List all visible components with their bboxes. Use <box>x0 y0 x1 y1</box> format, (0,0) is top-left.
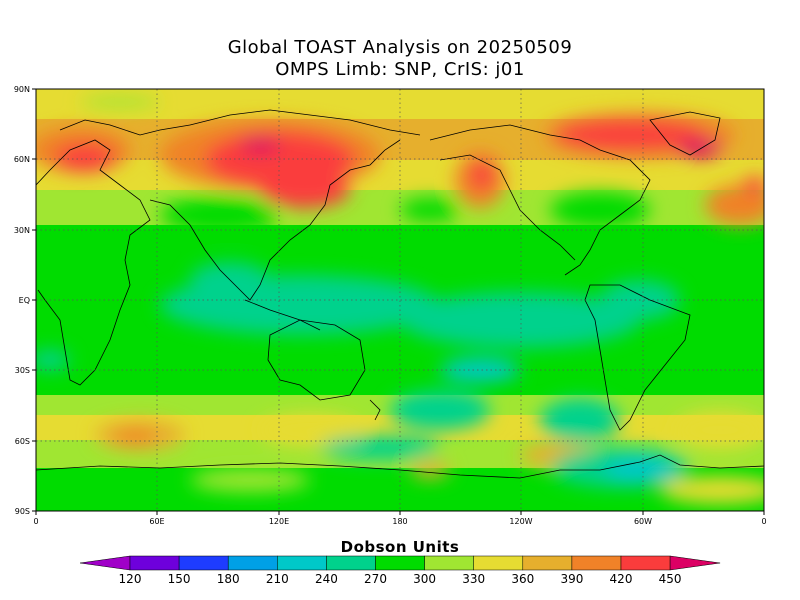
lon-label-60e: 60E <box>149 517 164 526</box>
colorbar-tick-label: 150 <box>167 572 191 586</box>
colorbar-tick-label: 330 <box>462 572 486 586</box>
colorbar-tick-label: 180 <box>216 572 240 586</box>
lon-label-0-right: 0 <box>761 517 766 526</box>
lon-label-180: 180 <box>392 517 407 526</box>
ozone-field <box>36 89 764 511</box>
colorbar-segment <box>571 555 622 571</box>
chart-title: Global TOAST Analysis on 20250509 <box>227 37 573 58</box>
colorbar-segment <box>424 555 474 571</box>
colorbar-right-arrow <box>669 555 721 571</box>
colorbar-segment <box>620 555 671 571</box>
colorbar-tick-label: 210 <box>265 572 289 586</box>
coastlines <box>36 109 764 479</box>
colorbar-left-arrow <box>79 555 131 571</box>
colorbar-segment <box>129 555 180 571</box>
colorbar-tick-label: 120 <box>118 572 142 586</box>
lat-label-90n: 90N <box>14 85 30 94</box>
colorbar-tick-label: 300 <box>413 572 437 586</box>
lat-label-30n: 30N <box>14 226 30 235</box>
colorbar-segment <box>375 555 425 571</box>
colorbar-tick-label: 390 <box>560 572 584 586</box>
gridlines <box>36 89 764 511</box>
colorbar-tick-label: 450 <box>658 572 682 586</box>
colorbar <box>79 555 721 571</box>
lat-label-60n: 60N <box>14 155 30 164</box>
lat-label-eq: EQ <box>19 296 30 305</box>
lat-label-60s: 60S <box>15 437 30 446</box>
chart-subtitle: OMPS Limb: SNP, CrIS: j01 <box>275 59 525 80</box>
colorbar-segment <box>277 555 327 571</box>
lon-label-60w: 60W <box>634 517 652 526</box>
colorbar-segment <box>522 555 573 571</box>
lon-label-120w: 120W <box>509 517 532 526</box>
colorbar-tick-label: 240 <box>314 572 338 586</box>
colorbar-segment <box>178 555 229 571</box>
colorbar-tick-label: 270 <box>364 572 387 586</box>
colorbar-title: Dobson Units <box>340 538 460 556</box>
colorbar-segment <box>473 555 524 571</box>
colorbar-tick-label: 360 <box>511 572 535 586</box>
lat-label-90s: 90S <box>15 507 30 516</box>
colorbar-tick-label: 420 <box>609 572 633 586</box>
lon-label-120e: 120E <box>269 517 289 526</box>
colorbar-segment <box>326 555 376 571</box>
colorbar-segment <box>227 555 278 571</box>
lat-label-30s: 30S <box>15 366 30 375</box>
lon-label-0: 0 <box>33 517 38 526</box>
